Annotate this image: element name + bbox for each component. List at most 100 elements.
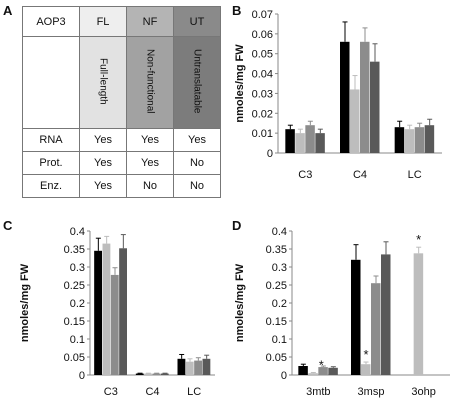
bar <box>424 125 435 153</box>
panel-c-label: C <box>3 218 13 233</box>
table-cell: No <box>173 174 221 198</box>
bar <box>285 129 295 153</box>
x-tick-label: LC <box>187 386 201 398</box>
bar <box>370 61 380 153</box>
bar <box>414 127 425 153</box>
table-row: Prot. Yes Yes No <box>22 151 221 175</box>
table-header-ut: UT <box>173 6 221 37</box>
y-tick-label: 0.25 <box>64 280 85 292</box>
chart-d: 0 0.05 0.1 0.15 0.2 0.25 0.3 0.35 0.4 nmoles/mg F… <box>234 226 450 398</box>
desc-untranslatable: Untranslatable <box>191 48 203 114</box>
bar <box>202 358 211 375</box>
bar <box>340 41 350 153</box>
panel-a-label: A <box>3 3 13 18</box>
bar <box>381 254 391 375</box>
y-tick-label: 0.02 <box>252 108 273 120</box>
bar <box>315 133 325 153</box>
bar <box>152 373 161 375</box>
table-cell: Yes <box>79 128 127 152</box>
panel-b-label: B <box>232 3 242 18</box>
y-tick-label: 0.06 <box>252 29 273 41</box>
table-description-row: Full-length Non-functional Untranslatabl… <box>22 36 221 129</box>
x-tick-label: 3msp <box>358 386 385 398</box>
bar <box>135 373 144 375</box>
panel-d-label: D <box>232 218 242 233</box>
bar <box>298 366 308 375</box>
bar <box>394 127 405 153</box>
y-tick-label: 0.35 <box>266 244 287 256</box>
y-tick-label: 0 <box>267 148 273 160</box>
y-tick-label: 0.15 <box>266 316 287 328</box>
bar <box>308 373 318 375</box>
bar <box>94 250 102 375</box>
y-tick-label: 0.1 <box>272 334 287 346</box>
table-cell: Yes <box>79 174 127 198</box>
bar <box>328 367 338 375</box>
significance-marker: * <box>363 347 368 362</box>
desc-full-length: Full-length <box>97 57 109 105</box>
bar <box>144 373 152 375</box>
bar <box>177 358 186 375</box>
table-cell: No <box>173 151 221 175</box>
table-row-label: Prot. <box>22 151 80 175</box>
bar <box>305 125 315 153</box>
y-tick-label: 0.4 <box>70 226 85 238</box>
bar <box>404 129 415 153</box>
y-tick-label: 0.05 <box>252 49 273 61</box>
table-row-label: Enz. <box>22 174 80 198</box>
aop3-table: AOP3 FL NF UT Full-length Non-functional… <box>22 6 221 198</box>
table-description-blank <box>22 36 80 129</box>
table-row: RNA Yes Yes Yes <box>22 128 221 152</box>
bar <box>295 133 305 153</box>
y-tick-label: 0.3 <box>70 262 85 274</box>
bar <box>350 89 360 153</box>
x-tick-label: C3 <box>298 169 312 181</box>
y-tick-label: 0.01 <box>252 128 273 140</box>
desc-non-functional: Non-functional <box>144 48 156 114</box>
y-tick-label: 0.15 <box>64 316 85 328</box>
table-cell: Yes <box>126 128 174 152</box>
x-tick-label: C3 <box>104 386 118 398</box>
y-tick-label: 0 <box>79 370 85 382</box>
table-cell: Yes <box>126 151 174 175</box>
bar <box>194 360 202 375</box>
y-axis-label: nmoles/mg FW <box>19 263 31 342</box>
bar <box>318 367 328 375</box>
bar <box>119 248 127 375</box>
x-tick-label: 3ohp <box>411 386 435 398</box>
y-tick-label: 0.3 <box>272 262 287 274</box>
bar <box>102 243 111 375</box>
table-row: Enz. Yes No No <box>22 174 221 198</box>
x-tick-label: 3mtb <box>306 386 330 398</box>
y-tick-label: 0.05 <box>266 352 287 364</box>
y-axis-label: nmoles/mg FW <box>234 263 246 342</box>
table-desc-fl: Full-length <box>79 36 127 129</box>
y-tick-label: 0.35 <box>64 244 85 256</box>
table-header-nf: NF <box>126 6 174 37</box>
table-desc-nf: Non-functional <box>126 36 174 129</box>
y-tick-label: 0.05 <box>64 352 85 364</box>
significance-marker: * <box>319 357 324 372</box>
x-tick-label: LC <box>408 169 422 181</box>
y-tick-label: 0 <box>281 370 287 382</box>
table-header-row: AOP3 FL NF UT <box>22 6 221 37</box>
bar <box>361 364 371 375</box>
y-tick-label: 0.1 <box>70 334 85 346</box>
bar <box>360 41 370 153</box>
y-tick-label: 0.25 <box>266 280 287 292</box>
table-cell: No <box>126 174 174 198</box>
table-corner: AOP3 <box>22 6 80 37</box>
chart-b: 0 0.01 0.02 0.03 0.04 0.05 0.06 0.07 nmoles/mg F… <box>234 9 442 181</box>
x-tick-label: C4 <box>353 169 367 181</box>
bar <box>110 274 119 375</box>
bar <box>160 373 169 375</box>
y-tick-label: 0.2 <box>272 298 287 310</box>
y-tick-label: 0.03 <box>252 88 273 100</box>
bar <box>185 361 194 375</box>
y-tick-label: 0.07 <box>252 9 273 21</box>
y-tick-label: 0.4 <box>272 226 287 238</box>
y-tick-label: 0.2 <box>70 298 85 310</box>
bar <box>371 283 381 375</box>
bar <box>413 253 424 375</box>
bar <box>351 259 361 375</box>
